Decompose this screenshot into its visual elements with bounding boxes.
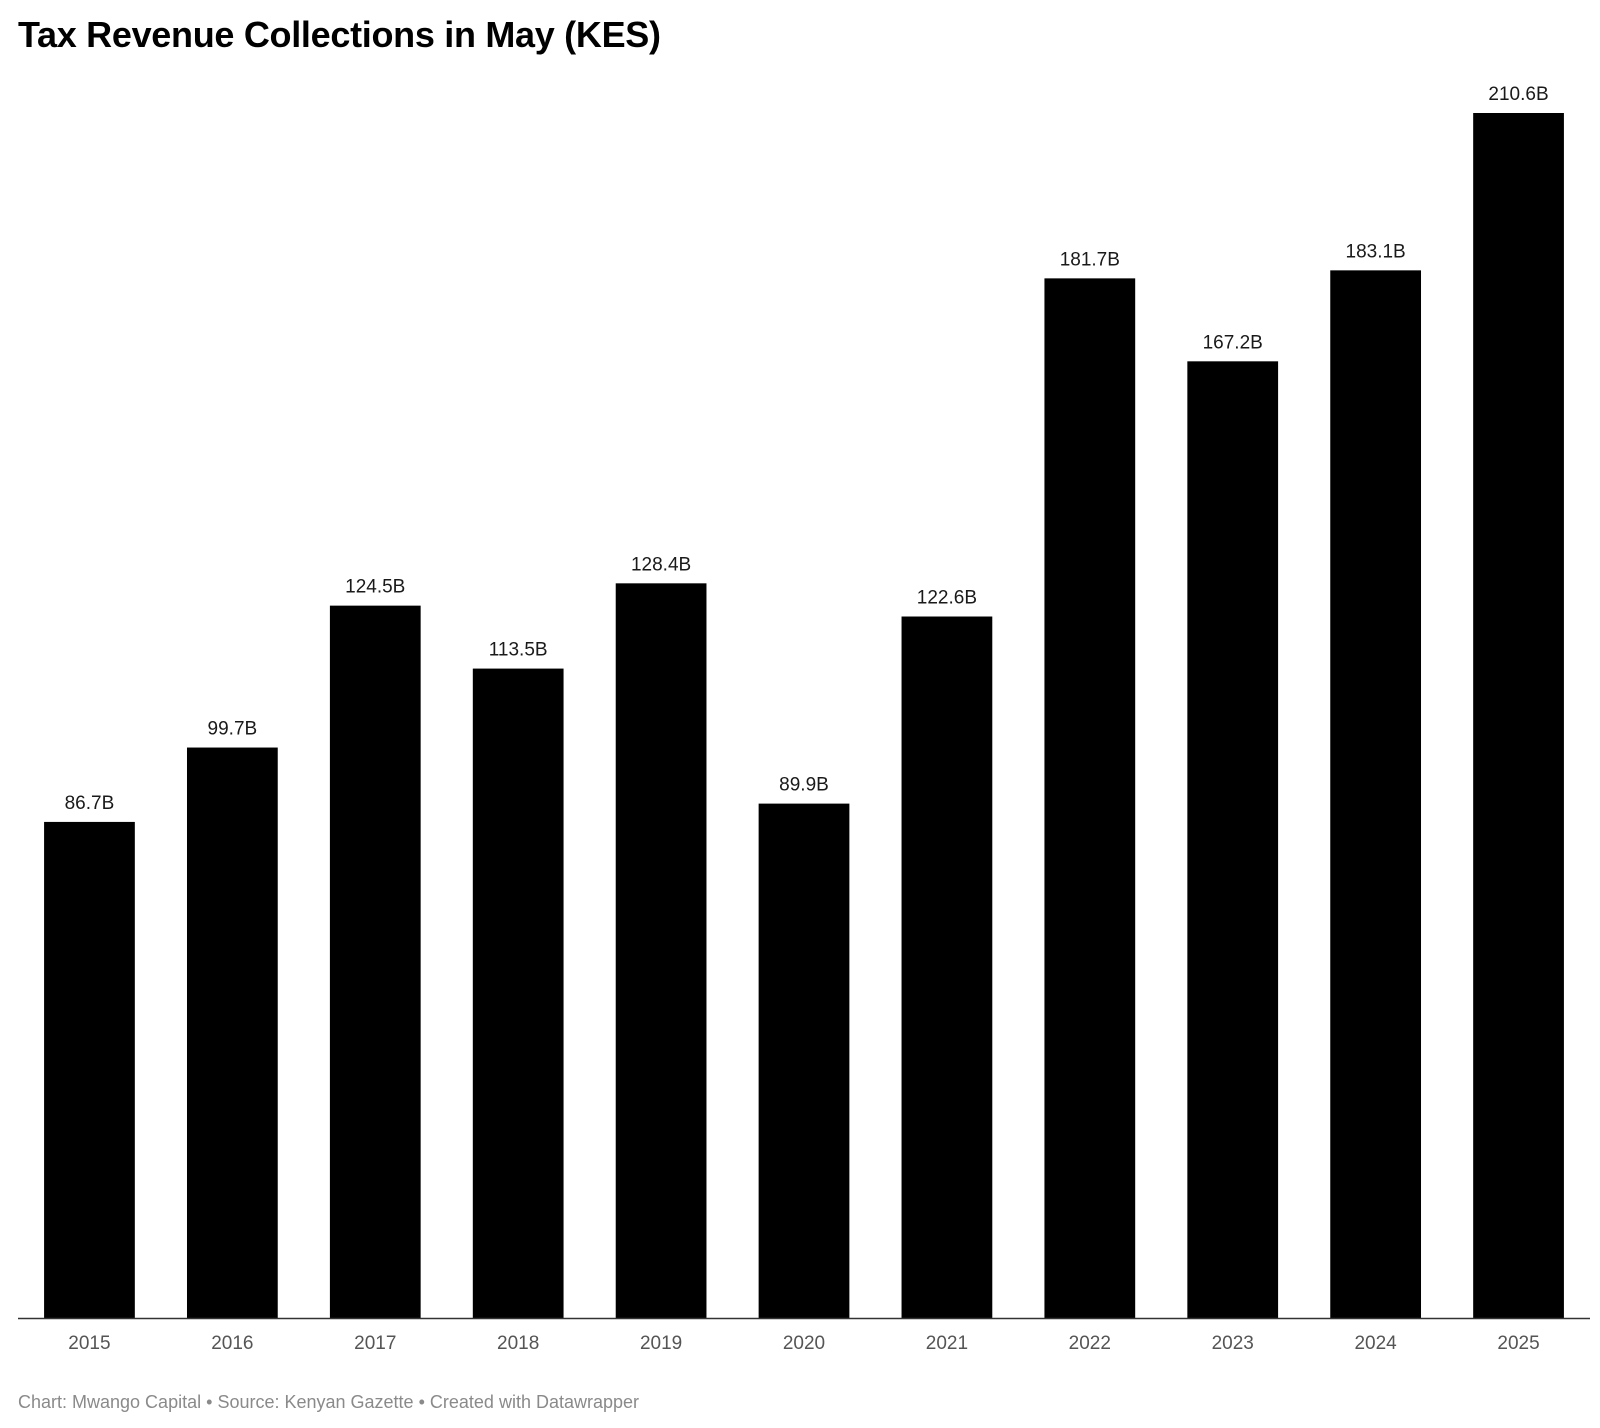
x-tick-label: 2025: [1497, 1333, 1539, 1354]
chart-footer: Chart: Mwango Capital • Source: Kenyan G…: [18, 1392, 639, 1413]
bar-2023: [1187, 361, 1279, 1318]
bar-2025: [1473, 113, 1564, 1318]
bar-2016: [186, 747, 278, 1318]
bar-value-label: 183.1B: [1346, 241, 1406, 262]
footer-chart-credit: Chart: Mwango Capital: [18, 1392, 202, 1412]
bar-value-label: 210.6B: [1488, 84, 1548, 105]
footer-created-with: Created with Datawrapper: [429, 1392, 640, 1412]
bar-2024: [1330, 270, 1422, 1319]
x-tick-label: 2022: [1069, 1333, 1111, 1354]
footer-source: Source: Kenyan Gazette: [217, 1392, 414, 1412]
bar-value-label: 128.4B: [631, 554, 691, 575]
x-tick-label: 2020: [783, 1333, 825, 1354]
x-tick-labels-group: 2015 2016 2017 2018 2019 2020 2021 2022 2023 2024…: [68, 1333, 1539, 1354]
x-tick-label: 2019: [640, 1333, 682, 1354]
value-labels-group: 86.7B 99.7B 124.5B 113.5B 128.4B 89.9B 122.6B 1…: [65, 84, 1549, 814]
bar-value-label: 124.5B: [345, 577, 405, 598]
bar-2018: [472, 668, 564, 1318]
bar-2022: [1044, 278, 1136, 1318]
bar-2021: [901, 616, 993, 1318]
bar-chart: 86.7B 99.7B 124.5B 113.5B 128.4B 89.9B 122.6B 1…: [18, 84, 1590, 1354]
x-tick-label: 2023: [1212, 1333, 1254, 1354]
bar-value-label: 167.2B: [1203, 332, 1263, 353]
x-tick-label: 2018: [497, 1333, 539, 1354]
footer-separator: •: [206, 1392, 213, 1412]
x-tick-label: 2024: [1354, 1333, 1397, 1354]
footer-separator: •: [418, 1392, 425, 1412]
bar-value-label: 113.5B: [489, 640, 548, 661]
x-tick-label: 2017: [354, 1333, 396, 1354]
x-tick-label: 2021: [926, 1333, 968, 1354]
bar-2015: [44, 821, 135, 1318]
chart-title: Tax Revenue Collections in May (KES): [18, 14, 661, 55]
bar-value-label: 181.7B: [1060, 249, 1120, 270]
bar-value-label: 89.9B: [779, 775, 829, 796]
bar-2019: [615, 583, 707, 1318]
bar-value-label: 122.6B: [917, 588, 977, 609]
bars-group: [44, 113, 1564, 1319]
bar-value-label: 99.7B: [208, 719, 258, 740]
x-tick-label: 2016: [211, 1333, 253, 1354]
bar-2017: [329, 605, 421, 1318]
x-tick-label: 2015: [68, 1333, 110, 1354]
bar-value-label: 86.7B: [65, 793, 115, 814]
bar-2020: [758, 803, 850, 1318]
